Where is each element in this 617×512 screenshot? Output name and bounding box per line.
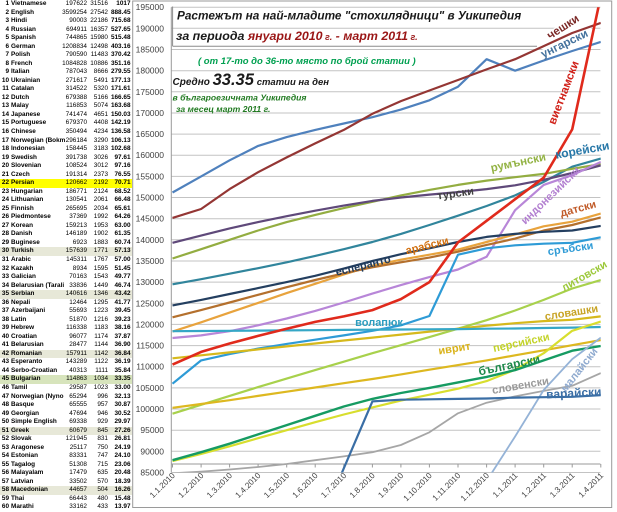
svg-text:175000: 175000	[136, 87, 165, 97]
svg-text:115000: 115000	[136, 341, 164, 351]
svg-text:125000: 125000	[136, 298, 165, 308]
svg-text:170000: 170000	[136, 108, 165, 118]
svg-text:165000: 165000	[136, 129, 165, 139]
svg-text:110000: 110000	[136, 362, 164, 372]
svg-text:185000: 185000	[136, 45, 165, 55]
svg-text:195000: 195000	[136, 2, 165, 12]
svg-text:90000: 90000	[140, 446, 164, 456]
svg-text:иврит: иврит	[438, 340, 472, 357]
svg-text:85000: 85000	[140, 468, 164, 478]
svg-text:95000: 95000	[140, 425, 164, 435]
svg-text:140000: 140000	[136, 235, 165, 245]
svg-text:160000: 160000	[136, 150, 165, 160]
svg-text:турски: турски	[437, 186, 475, 203]
svg-text:155000: 155000	[136, 171, 165, 181]
svg-text:135000: 135000	[136, 256, 165, 266]
svg-text:180000: 180000	[136, 66, 165, 76]
svg-text:120000: 120000	[136, 319, 165, 329]
svg-text:105000: 105000	[136, 383, 165, 393]
svg-text:в българоезичната Уикипедия: в българоезичната Уикипедия	[173, 93, 307, 103]
svg-text:100000: 100000	[136, 404, 165, 414]
svg-text:варайски: варайски	[546, 385, 602, 402]
svg-text:145000: 145000	[136, 214, 165, 224]
svg-text:( от 17-то до 36-то място по б: ( от 17-то до 36-то място по брой статии…	[198, 56, 416, 67]
svg-text:190000: 190000	[136, 23, 165, 33]
svg-text:за периода януари 2010 г. - м: за периода януари 2010 г. - март 2011 г.	[176, 29, 418, 43]
svg-text:волапюк: волапюк	[355, 317, 403, 329]
svg-text:150000: 150000	[136, 193, 165, 203]
svg-text:Растежът на най-младите "стохи: Растежът на най-младите "стохилядници" в…	[177, 9, 521, 23]
svg-text:130000: 130000	[136, 277, 165, 287]
svg-text:за месец март 2011 г.: за месец март 2011 г.	[176, 104, 270, 114]
